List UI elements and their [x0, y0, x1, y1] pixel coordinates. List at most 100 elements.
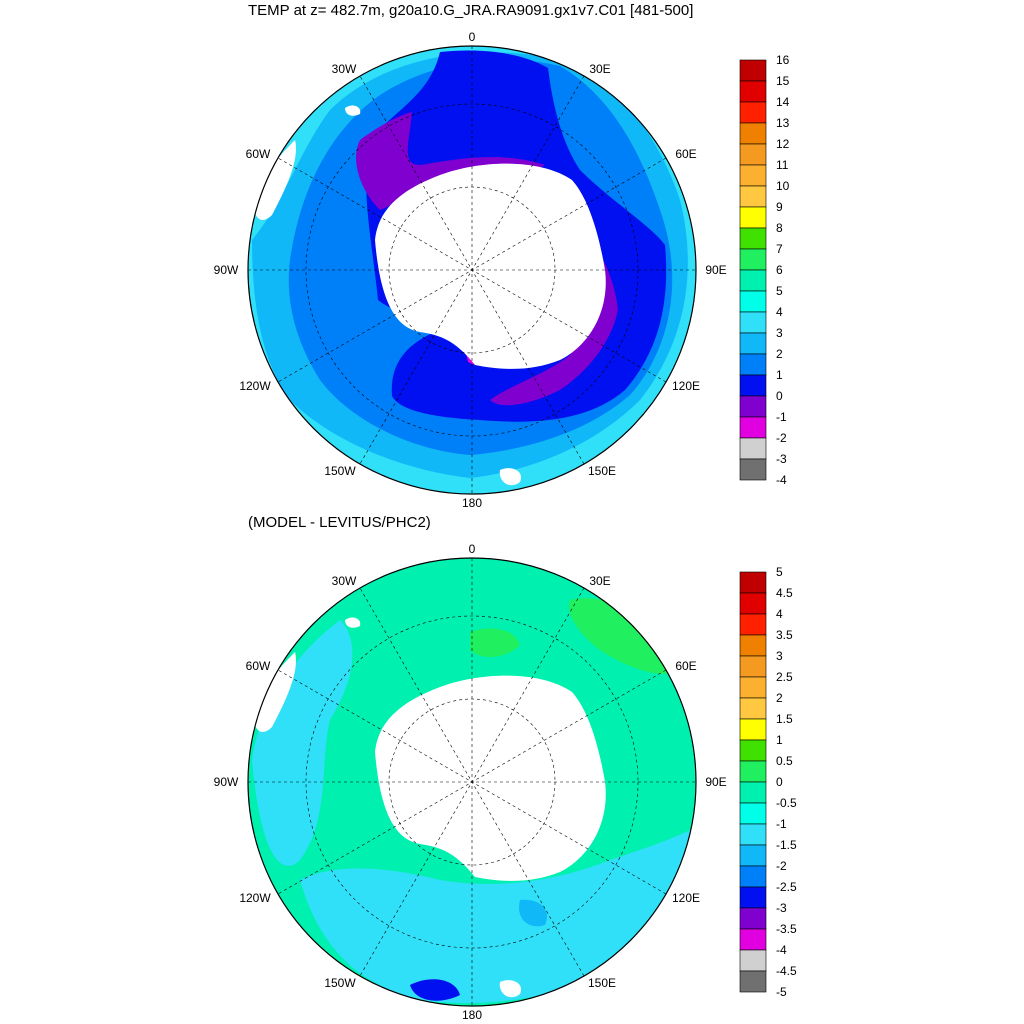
top-lon-label-150e: 150E: [588, 464, 616, 478]
top-colorbar-swatch: [739, 311, 767, 334]
bottom-lon-label-150e: 150E: [588, 976, 616, 990]
bottom-polar-map: [247, 557, 697, 1007]
top-colorbar-label: 8: [776, 221, 783, 235]
top-colorbar-label: 14: [776, 95, 790, 109]
bottom-antarctica-land: [375, 675, 606, 881]
top-lon-label-60e: 60E: [675, 147, 696, 161]
bottom-island-land: [345, 617, 361, 628]
top-colorbar-swatch: [739, 59, 767, 82]
bottom-lon-label-60e: 60E: [675, 659, 696, 673]
bottom-colorbar-swatch: [739, 676, 767, 699]
bottom-colorbar-swatch: [739, 634, 767, 657]
bottom-map-boundary: [247, 557, 697, 1007]
top-colorbar-label: -4: [776, 473, 787, 487]
top-colorbar-swatch: [739, 353, 767, 376]
bottom-longitude-labels: 0 30E 60E 90E 120E 150E 180 150W 120W 90…: [214, 542, 727, 1022]
bottom-colorbar-label: 4.5: [776, 586, 793, 600]
top-colorbar-label: 2: [776, 347, 783, 361]
bottom-field-south: [300, 830, 690, 1004]
top-colorbar-label: 10: [776, 179, 790, 193]
top-lon-label-120e: 120E: [672, 379, 700, 393]
bottom-colorbar-swatch: [739, 949, 767, 972]
top-colorbar-label: 5: [776, 284, 783, 298]
top-colorbar-swatch: [739, 185, 767, 208]
top-lon-label-90w: 90W: [214, 263, 239, 277]
bottom-colorbar-swatch: [739, 655, 767, 678]
top-colorbar-label: 13: [776, 116, 790, 130]
bottom-colorbar-swatch: [739, 592, 767, 615]
bottom-colorbar-swatch: [739, 802, 767, 825]
bottom-lon-label-120e: 120E: [672, 891, 700, 905]
bottom-lon-label-90e: 90E: [705, 775, 726, 789]
top-lon-label-30e: 30E: [589, 62, 610, 76]
top-antarctica-land: [375, 163, 606, 369]
top-colorbar-label: -2: [776, 431, 787, 445]
bottom-colorbar-label: -3: [776, 901, 787, 915]
bottom-colorbar-swatch: [739, 865, 767, 888]
top-longitude-labels: 0 30E 60E 90E 120E 150E 180 150W 120W 90…: [214, 30, 727, 510]
bottom-lon-label-30e: 30E: [589, 574, 610, 588]
top-colorbar-label: 4: [776, 305, 783, 319]
top-colorbar-swatch: [739, 437, 767, 460]
bottom-colorbar-label: 0: [776, 775, 783, 789]
top-colorbar-label: 9: [776, 200, 783, 214]
bottom-colorbar-swatch: [739, 781, 767, 804]
top-lon-label-120w: 120W: [239, 379, 271, 393]
bottom-lon-label-30w: 30W: [332, 574, 357, 588]
top-colorbar-swatch: [739, 248, 767, 271]
top-lon-label-180: 180: [462, 496, 482, 510]
bottom-colorbar-label: 2.5: [776, 670, 793, 684]
bottom-lon-label-0: 0: [469, 542, 476, 556]
top-colorbar-swatch: [739, 206, 767, 229]
top-colorbar-swatch: [739, 374, 767, 397]
bottom-map-title: (MODEL - LEVITUS/PHC2): [248, 514, 431, 531]
bottom-colorbar-label: -5: [776, 985, 787, 999]
bottom-colorbar-label: 4: [776, 607, 783, 621]
top-colorbar-swatch: [739, 227, 767, 250]
bottom-colorbar-label: -1: [776, 817, 787, 831]
top-colorbar-swatch: [739, 269, 767, 292]
bottom-colorbar-label: 0.5: [776, 754, 793, 768]
bottom-colorbar-label: 3: [776, 649, 783, 663]
top-lon-label-60w: 60W: [246, 147, 271, 161]
bottom-colorbar-label: -3.5: [776, 922, 797, 936]
top-field-band0: [356, 112, 545, 210]
top-colorbar-label: 7: [776, 242, 783, 256]
bottom-colorbar-label: -0.5: [776, 796, 797, 810]
top-island-land: [345, 105, 361, 116]
top-colorbar-label: 3: [776, 326, 783, 340]
bottom-colorbar-swatch: [739, 718, 767, 741]
top-lon-label-0: 0: [469, 30, 476, 44]
bottom-colorbar-swatch: [739, 571, 767, 594]
top-colorbar-label: 1: [776, 368, 783, 382]
top-lon-label-150w: 150W: [324, 464, 356, 478]
bottom-colorbar-label: 5: [776, 565, 783, 579]
top-new-zealand-land: [499, 468, 521, 486]
bottom-field-patch-a: [519, 899, 548, 927]
top-colorbar-swatch: [739, 122, 767, 145]
top-map-title: TEMP at z= 482.7m, g20a10.G_JRA.RA9091.g…: [248, 2, 694, 19]
bottom-colorbar-swatch: [739, 697, 767, 720]
top-colorbar-label: 11: [776, 158, 789, 172]
bottom-colorbar-swatch: [739, 907, 767, 930]
bottom-colorbar-label: -1.5: [776, 838, 797, 852]
bottom-colorbar-label: -4: [776, 943, 787, 957]
bottom-colorbar-label: -2.5: [776, 880, 797, 894]
bottom-colorbar-swatch: [739, 886, 767, 909]
top-map-boundary: [247, 45, 697, 495]
bottom-graticule: [248, 558, 696, 1006]
bottom-colorbar-swatch: [739, 823, 767, 846]
bottom-colorbar-label: 2: [776, 691, 783, 705]
top-polar-map: [247, 45, 697, 495]
top-south-america-land: [252, 140, 296, 220]
bottom-colorbar-swatch: [739, 928, 767, 951]
top-field-band0-east: [490, 230, 618, 406]
bottom-colorbar-swatch: [739, 739, 767, 762]
bottom-colorbar-swatch: [739, 970, 767, 993]
top-lon-label-30w: 30W: [332, 62, 357, 76]
top-colorbar-label: 15: [776, 74, 790, 88]
top-colorbar-swatch: [739, 290, 767, 313]
bottom-south-america-land: [252, 652, 296, 732]
bottom-colorbar-label: 1.5: [776, 712, 793, 726]
